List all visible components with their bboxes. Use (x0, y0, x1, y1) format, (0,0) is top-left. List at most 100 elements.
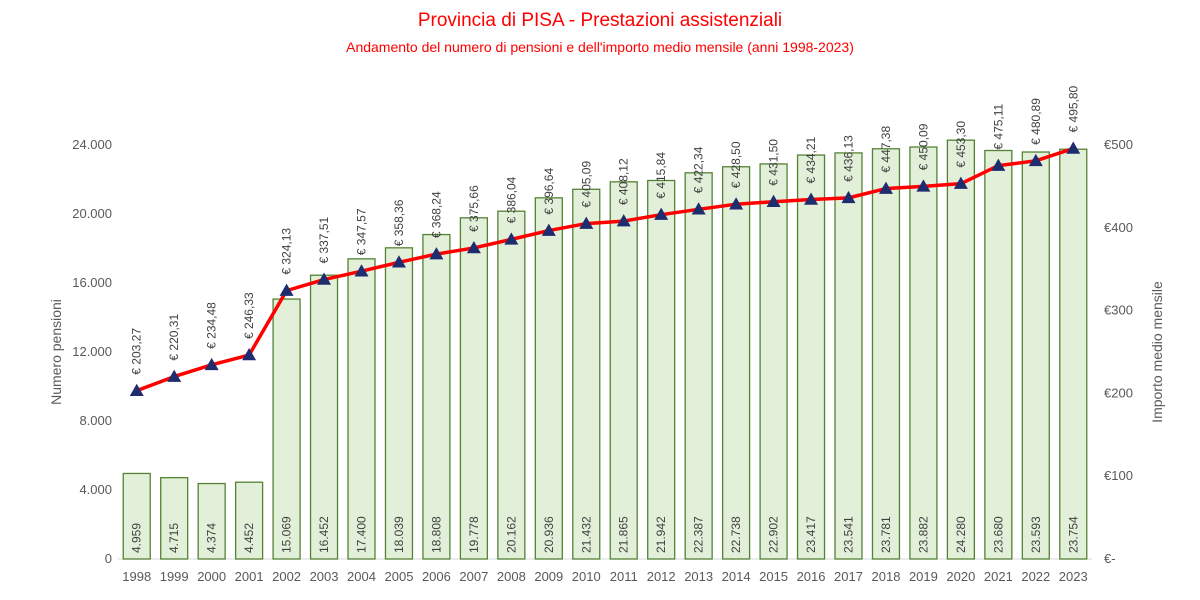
bar-value-label: 4.452 (242, 523, 256, 553)
line-value-label: € 434,21 (804, 136, 818, 183)
bar-value-label: 22.387 (692, 516, 706, 553)
y2-tick-label: €200 (1104, 385, 1133, 400)
bar (459, 217, 489, 560)
x-tick-label: 2012 (647, 569, 676, 584)
bar (122, 472, 151, 560)
x-tick-label: 2005 (385, 569, 414, 584)
x-tick-label: 2003 (310, 569, 339, 584)
x-tick-label: 2022 (1021, 569, 1050, 584)
bar (871, 148, 901, 560)
line-series (136, 146, 1074, 393)
y2-tick-label: €500 (1104, 137, 1133, 152)
x-tick-label: 2016 (797, 569, 826, 584)
y-tick-label: 8.000 (79, 413, 112, 428)
bar (160, 477, 189, 560)
line-marker (1028, 153, 1043, 167)
line-value-label: € 368,24 (429, 191, 443, 238)
line-marker (616, 214, 631, 227)
line-value-label: € 447,38 (879, 126, 893, 173)
line-marker (317, 272, 332, 285)
x-tick-label: 2008 (497, 569, 526, 584)
bar-value-label: 4.374 (205, 523, 219, 553)
line-marker (654, 207, 669, 220)
bar-value-label: 23.593 (1029, 516, 1043, 553)
bar (384, 247, 414, 560)
line-value-label: € 495,80 (1066, 85, 1080, 132)
line-value-label: € 422,34 (692, 146, 706, 193)
line-marker (579, 216, 594, 229)
bar-value-label: 18.808 (429, 516, 443, 553)
x-tick-label: 2002 (272, 569, 301, 584)
x-tick-label: 2001 (235, 569, 264, 584)
bar (234, 481, 264, 560)
line-marker (953, 176, 968, 189)
bar-value-label: 4.959 (130, 523, 144, 553)
y2-tick-label: €100 (1104, 468, 1133, 483)
bar-value-label: 23.417 (804, 516, 818, 553)
bar-value-label: 15.069 (280, 516, 294, 553)
line-marker (429, 247, 444, 260)
bar (422, 233, 451, 560)
bar-value-label: 23.781 (879, 516, 893, 553)
bar-value-label: 20.162 (504, 516, 518, 553)
bar (309, 274, 339, 560)
x-tick-label: 2007 (459, 569, 488, 584)
line-marker (504, 232, 519, 245)
y-tick-label: 20.000 (72, 206, 112, 221)
bar-value-label: 23.680 (991, 516, 1005, 553)
bar (272, 298, 301, 560)
chart-subtitle: Andamento del numero di pensioni e dell'… (346, 39, 854, 55)
line-value-label: € 396,64 (542, 168, 556, 215)
y2-axis-label: Importo medio mensile (1149, 281, 1165, 423)
bar (347, 258, 376, 560)
bar-value-label: 20.936 (542, 516, 556, 553)
y2-tick-label: €- (1104, 551, 1116, 566)
line-value-label: € 220,31 (167, 314, 181, 361)
y-tick-label: 16.000 (72, 275, 112, 290)
line-marker (691, 202, 706, 215)
bar (572, 188, 601, 560)
bar (984, 149, 1013, 560)
line-value-label: € 428,50 (729, 141, 743, 188)
line-value-label: € 453,30 (954, 121, 968, 168)
bar (946, 139, 976, 560)
y-axis-label: Numero pensioni (48, 299, 64, 405)
line-marker (729, 197, 744, 210)
x-tick-label: 2013 (684, 569, 713, 584)
line-value-label: € 450,09 (916, 123, 930, 170)
y-tick-label: 24.000 (72, 137, 112, 152)
x-tick-label: 2000 (197, 569, 226, 584)
bar (647, 179, 676, 560)
bar (534, 197, 563, 560)
bar (497, 210, 526, 560)
x-tick-label: 2015 (759, 569, 788, 584)
x-tick-label: 1999 (160, 569, 189, 584)
line-marker (1066, 141, 1081, 154)
line-marker (916, 179, 931, 192)
line-marker (766, 194, 781, 207)
x-tick-label: 2020 (946, 569, 975, 584)
x-tick-label: 2021 (984, 569, 1013, 584)
line-value-label: € 234,48 (205, 302, 219, 349)
line-value-label: € 386,04 (504, 176, 518, 223)
line-marker (804, 192, 819, 205)
line-marker (129, 383, 144, 396)
line-value-label: € 337,51 (317, 217, 331, 264)
plot-area: 0 4.000 8.000 12.000 16.000 20.000 24.000 €- €10… (72, 85, 1133, 584)
x-tick-label: 2004 (347, 569, 376, 584)
chart-title: Provincia di PISA - Prestazioni assisten… (418, 10, 782, 31)
line-value-label: € 415,84 (654, 152, 668, 199)
line-marker (991, 158, 1006, 171)
bar (721, 166, 751, 560)
bar-value-label: 23.754 (1066, 516, 1080, 553)
bar (909, 146, 938, 560)
bar-value-label: 18.039 (392, 516, 406, 553)
line-marker (279, 283, 294, 296)
x-tick-label: 2010 (572, 569, 601, 584)
bar (796, 154, 826, 560)
line-marker (354, 264, 369, 277)
bar-value-label: 23.541 (842, 516, 856, 553)
line-value-label: € 246,33 (242, 292, 256, 339)
y-tick-label: 0 (105, 551, 112, 566)
